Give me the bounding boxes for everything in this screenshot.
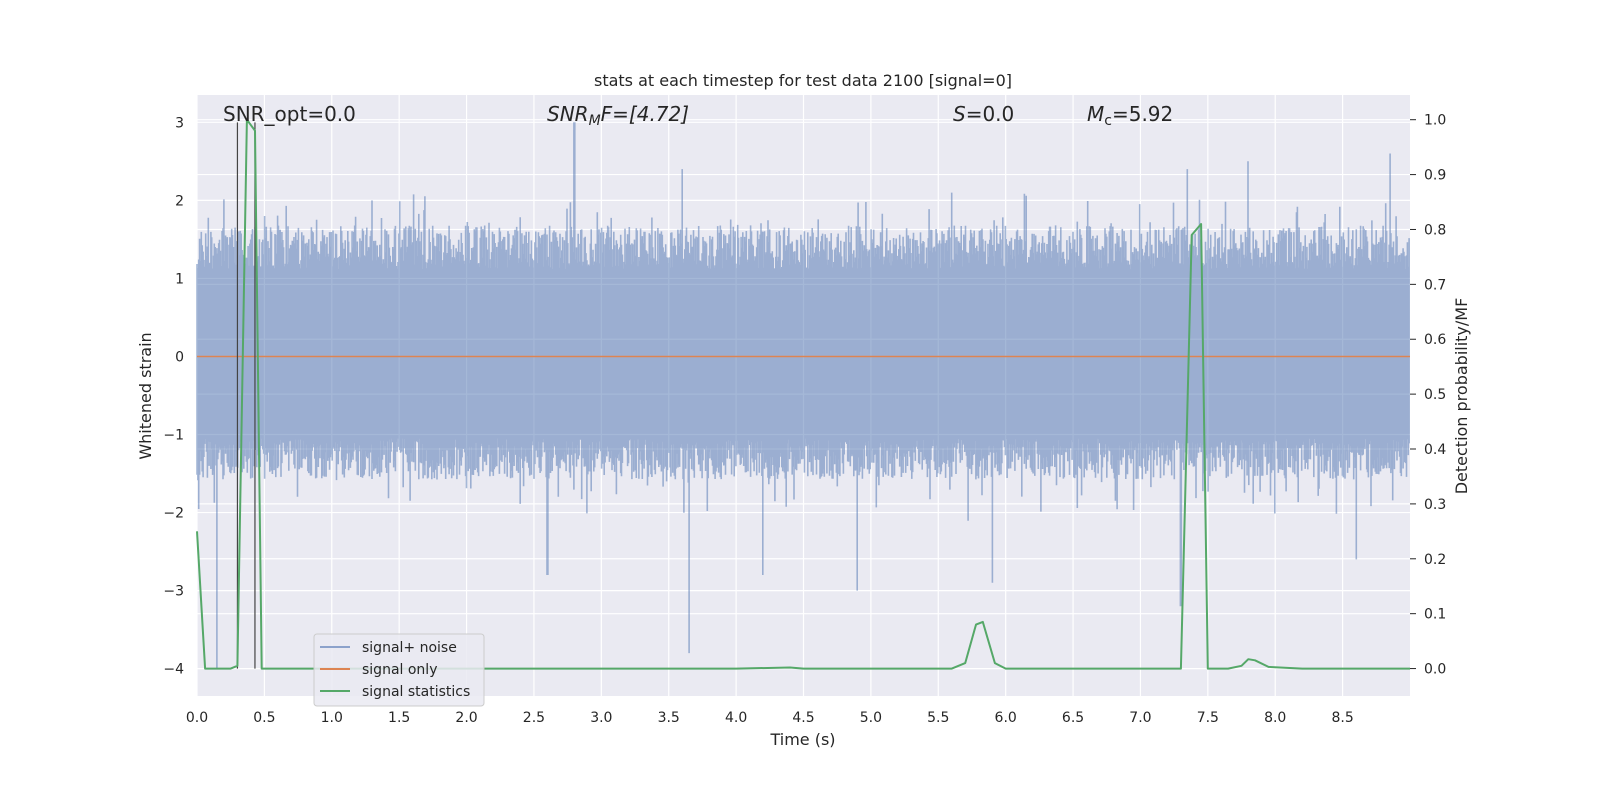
x-tick-label: 7.5 <box>1197 710 1219 726</box>
x-tick-label: 8.0 <box>1264 710 1286 726</box>
legend-label-signal-noise: signal+ noise <box>362 640 457 656</box>
x-tick-label: 4.5 <box>792 710 814 726</box>
legend: signal+ noise signal only signal statist… <box>313 633 485 707</box>
legend-label-signal-only: signal only <box>362 662 437 678</box>
y-tick-label: 3 <box>175 115 184 131</box>
y-tick-label: 2 <box>175 193 184 209</box>
y2-tick-label: 0.6 <box>1424 332 1446 348</box>
y-tick-label: −1 <box>163 428 184 444</box>
x-tick-label: 2.5 <box>523 710 545 726</box>
statistics-line <box>196 118 1410 670</box>
annotation-mc-value: =5.92 <box>1112 102 1173 126</box>
x-tick-label: 3.0 <box>590 710 612 726</box>
x-tick-label: 4.0 <box>725 710 747 726</box>
x-tick-label: 0.5 <box>253 710 275 726</box>
y-axis-ticks: 3 2 1 0 −1 −2 −3 −4 <box>163 115 184 677</box>
x-tick-label: 6.0 <box>995 710 1017 726</box>
y-axis-label: Whitened strain <box>136 332 155 459</box>
y2-tick-label: 1.0 <box>1424 113 1446 129</box>
x-tick-label: 8.5 <box>1331 710 1353 726</box>
y-tick-label: −2 <box>163 506 184 522</box>
x-axis-label: Time (s) <box>769 730 835 749</box>
x-tick-label: 1.5 <box>388 710 410 726</box>
annotation-mc-symbol: M <box>1087 102 1104 126</box>
annotation-s-symbol: S <box>953 102 966 126</box>
annotation-snr-mf: SNRMF=[4.72] <box>547 102 689 129</box>
y2-tick-label: 0.0 <box>1424 662 1446 678</box>
annotation-snr-opt: SNR_opt=0.0 <box>223 102 356 126</box>
x-tick-label: 2.0 <box>455 710 477 726</box>
annotation-snr-mf-symbol: SNR <box>547 102 589 126</box>
y2-tick-label: 0.7 <box>1424 277 1446 293</box>
legend-box <box>313 633 485 707</box>
annotation-mc: Mc=5.92 <box>1087 102 1173 129</box>
y2-tick-label: 0.4 <box>1424 442 1446 458</box>
noise-trace <box>196 122 1410 669</box>
legend-label-signal-statistics: signal statistics <box>362 684 470 700</box>
series-signal-noise <box>196 122 1410 669</box>
x-tick-label: 0.0 <box>186 710 208 726</box>
y2-tick-label: 0.9 <box>1424 168 1446 184</box>
chart-title: stats at each timestep for test data 210… <box>594 71 1012 90</box>
vertical-markers <box>236 122 256 669</box>
x-tick-label: 7.0 <box>1129 710 1151 726</box>
y-tick-label: 0 <box>175 349 184 365</box>
x-tick-label: 6.5 <box>1062 710 1084 726</box>
x-tick-label: 5.0 <box>860 710 882 726</box>
y2-tick-label: 0.8 <box>1424 222 1446 238</box>
y2-tick-label: 0.1 <box>1424 607 1446 623</box>
annotation-snr-mf-subscript: M <box>589 113 601 129</box>
y-tick-label: −4 <box>163 662 184 678</box>
y2-tick-label: 0.3 <box>1424 497 1446 513</box>
annotation-s-value: =0.0 <box>966 102 1015 126</box>
y2-axis-label: Detection probability/MF <box>1452 298 1471 495</box>
y2-tick-label: 0.5 <box>1424 387 1446 403</box>
y-tick-label: −3 <box>163 584 184 600</box>
y-tick-label: 1 <box>175 271 184 287</box>
y2-axis-ticks: 1.0 0.9 0.8 0.7 0.6 0.5 0.4 0.3 0.2 0.1 0.0 <box>1410 113 1446 678</box>
x-tick-label: 1.0 <box>321 710 343 726</box>
y2-tick-label: 0.2 <box>1424 552 1446 568</box>
x-tick-label: 5.5 <box>927 710 949 726</box>
annotation-snr-mf-f: F=[4.72] <box>601 102 689 126</box>
x-axis-ticks: 0.0 0.5 1.0 1.5 2.0 2.5 3.0 3.5 4.0 4.5 5.0 5.5 6.0 6… <box>186 710 1354 726</box>
x-tick-label: 3.5 <box>658 710 680 726</box>
annotation-mc-subscript: c <box>1104 113 1112 129</box>
series-signal-statistics <box>196 118 1410 670</box>
annotation-s: S=0.0 <box>953 102 1014 126</box>
